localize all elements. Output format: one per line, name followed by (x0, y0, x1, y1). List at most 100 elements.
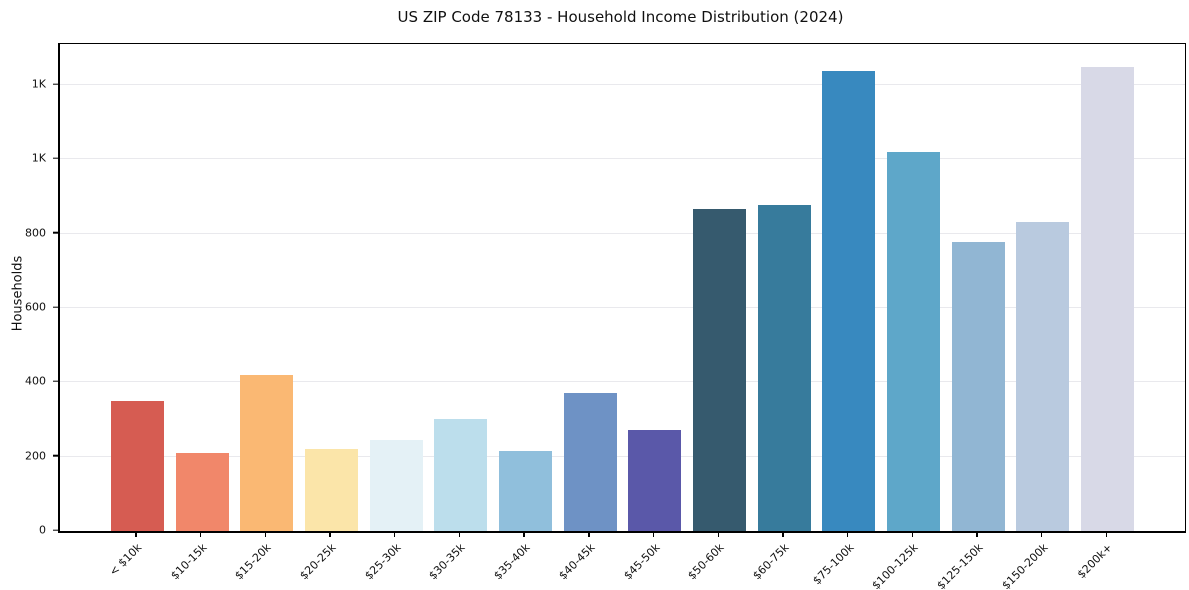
bar-$125-150k (951, 242, 1005, 531)
x-tick: $150-200k (999, 532, 1074, 590)
x-tick-mark (652, 532, 655, 537)
x-tick: $10-15k (168, 532, 233, 590)
y-tick-mark (53, 83, 58, 85)
y-tick-mark (53, 529, 58, 531)
x-tick-label: $25-30k (362, 541, 404, 583)
bar-band (687, 44, 752, 531)
bar-$45-50k (628, 430, 682, 531)
bar-band (623, 44, 688, 531)
x-tick: $60-75k (750, 532, 815, 590)
x-tick-label: $45-50k (620, 541, 663, 583)
bar-band (299, 44, 364, 531)
bar-$35-40k (498, 451, 552, 531)
bar-$10-15k (175, 452, 229, 531)
x-tick-label: $30-35k (426, 541, 468, 583)
bar-band (1011, 44, 1076, 531)
x-tick-mark (588, 532, 590, 537)
bar-$25-30k (369, 439, 423, 531)
x-tick-label: $15-20k (232, 541, 274, 583)
bar-band (493, 44, 558, 531)
gridline (60, 83, 1185, 85)
bar-band (946, 44, 1011, 531)
x-tick: $75-100k (810, 532, 880, 590)
x-axis: < $10k $10-15k $15-20k $20-25k $25-30k $30-35… (58, 532, 1183, 590)
x-tick: $45-50k (621, 532, 686, 590)
gridline (60, 306, 1185, 308)
x-tick: < $10k (103, 532, 168, 590)
x-tick-mark (200, 532, 202, 537)
x-tick-label: $35-40k (491, 541, 533, 583)
x-tick-mark (1105, 532, 1108, 537)
gridline (60, 455, 1185, 457)
x-tick-label: $75-100k (809, 541, 857, 588)
bar-band (752, 44, 817, 531)
plot-area (58, 43, 1186, 533)
y-axis: 0 200 400 600 800 1K 1K (0, 43, 58, 537)
x-tick-mark (1040, 532, 1043, 537)
x-tick-mark (264, 532, 267, 537)
bar-band (170, 44, 235, 531)
y-tick-mark (53, 157, 58, 159)
bar-$75-100k (822, 70, 876, 531)
bar-$30-35k (434, 419, 488, 531)
bar-$200k+ (1081, 67, 1135, 531)
x-tick-mark (782, 532, 784, 537)
bar-$15-20k (240, 374, 294, 531)
y-tick-label: 400 (25, 374, 46, 388)
x-tick: $50-60k (685, 532, 750, 590)
x-tick: $35-40k (491, 532, 556, 590)
bar-$40-45k (563, 393, 617, 531)
x-tick: $125-150k (934, 532, 1009, 590)
x-tick-mark (394, 532, 396, 537)
bar-$150-200k (1016, 222, 1070, 531)
bar-band (558, 44, 623, 531)
x-tick: $25-30k (362, 532, 427, 590)
bar-series (60, 44, 1185, 531)
x-tick-mark (911, 532, 913, 537)
x-tick-label: $10-15k (167, 541, 210, 583)
y-tick-mark (53, 306, 58, 308)
x-tick-mark (523, 532, 525, 537)
bar-band (234, 44, 299, 531)
x-tick-label: < $10k (106, 541, 145, 579)
bar-band (1075, 44, 1140, 531)
y-tick-mark (53, 231, 58, 234)
bar-band (428, 44, 493, 531)
gridline (60, 158, 1185, 160)
x-tick-label: $20-25k (297, 541, 339, 583)
x-tick-mark (976, 532, 978, 537)
bar-< $10k (110, 400, 164, 531)
y-tick-label: 600 (25, 300, 46, 314)
x-tick: $15-20k (232, 532, 297, 590)
gridline (60, 381, 1185, 383)
y-tick-mark (53, 380, 58, 383)
x-tick: $200k+ (1073, 532, 1138, 590)
bar-band (364, 44, 429, 531)
bar-$100-125k (887, 151, 941, 531)
gridline (60, 232, 1185, 234)
x-tick: $100-125k (870, 532, 944, 590)
x-tick: $30-35k (426, 532, 491, 590)
x-tick-mark (329, 532, 331, 537)
bar-band (105, 44, 170, 531)
x-tick-mark (135, 532, 137, 537)
y-tick-label: 800 (25, 226, 46, 240)
bar-$20-25k (304, 449, 358, 531)
x-tick-label: $50-60k (685, 541, 727, 583)
chart-title: US ZIP Code 78133 - Household Income Dis… (397, 8, 844, 26)
bar-band (881, 44, 946, 531)
x-tick-mark (846, 532, 849, 537)
y-tick-label: 1K (31, 151, 46, 165)
bar-band (817, 44, 882, 531)
y-tick-mark (53, 454, 58, 457)
bar-$50-60k (693, 209, 747, 531)
x-tick-mark (458, 532, 461, 537)
x-tick-mark (717, 532, 719, 537)
x-tick-label: $200k+ (1074, 541, 1115, 582)
x-tick-label: $60-75k (750, 541, 792, 583)
y-tick-label: 200 (25, 449, 46, 463)
x-tick-label: $40-45k (556, 541, 598, 583)
y-tick-label: 0 (39, 523, 46, 537)
bar-$60-75k (757, 204, 811, 531)
